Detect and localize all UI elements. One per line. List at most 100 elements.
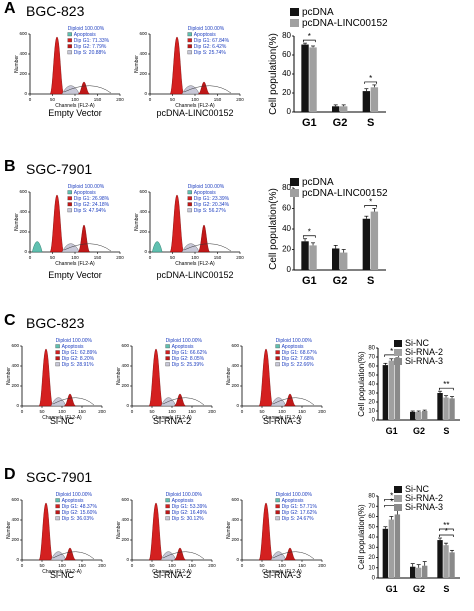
legend-label: Si-NC [405,484,429,494]
legend-entry: Dip G1: 67.84% [194,38,230,44]
x-tick-label: 100 [191,255,199,260]
fit-curve [272,551,315,560]
legend-swatch [394,349,402,356]
g2-peak [77,224,91,253]
y-tick-label: 0 [126,557,129,562]
bar-y-tick-label: 70 [368,504,375,510]
y-tick-label: 600 [19,189,27,194]
apoptosis-peak [31,241,43,253]
fit-curve [162,397,205,406]
bar-si-rna-3-s [449,552,455,578]
legend-label: pcDNA-LINC00152 [302,188,388,199]
bar-y-tick-label: 0 [287,107,292,116]
x-tick-label: 100 [58,563,66,568]
g1-peak [49,36,65,95]
histogram-plot: 0 200 400 600 Number 0 50 100 150 200 Channels (FL… [226,492,326,580]
y-tick-label: 0 [144,91,147,96]
x-tick-label: 50 [149,409,155,414]
y-tick-label: 400 [121,363,129,368]
x-tick-label: 50 [149,563,155,568]
legend-label: Si-RNA-3 [405,502,443,512]
bar-y-tick-label: 20 [282,245,291,254]
g2-peak [283,393,297,407]
legend-swatch [67,32,72,37]
legend-entry: Dip S: 22.66% [282,362,315,368]
bar-category-label: G1 [302,275,317,287]
y-tick-label: 0 [126,403,129,408]
x-axis-label: Channels (FL2-A) [175,261,215,267]
histogram-plot: 0 200 400 600 Number 0 50 100 150 200 Channels (FL… [116,492,216,580]
bar-y-tick-label: 60 [282,50,291,59]
bar-y-tick-label: 30 [368,391,375,397]
legend-swatch [165,356,170,361]
legend-swatch [394,340,402,347]
fit-curve [183,85,232,94]
legend-entry: Dip G1: 68.67% [282,350,318,356]
x-tick-label: 200 [98,409,106,414]
legend-swatch [275,350,280,355]
legend-swatch [67,202,72,207]
y-tick-label: 200 [139,229,147,234]
bar-pcdna-g1 [301,44,309,112]
histogram-si-nc: 0 200 400 600 Number 0 50 100 150 200 Channels (FL… [6,492,326,580]
histogram-plot: 0 200 400 600 Number 0 50 100 150 200 Channels (FL… [6,338,106,426]
y-tick-label: 200 [19,229,27,234]
x-tick-label: 100 [71,255,79,260]
significance-marker: * [369,74,372,83]
x-tick-label: 150 [94,97,102,102]
legend-swatch [394,495,402,502]
bar-y-tick-label: 20 [282,88,291,97]
bar-y-tick-label: 10 [368,565,375,571]
x-tick-label: 150 [214,255,222,260]
x-tick-label: 0 [241,409,244,414]
fit-curve [162,551,205,560]
legend-entry: Dip S: 28.91% [62,362,95,368]
bar-pcdna-linc00152-s [370,211,379,270]
g2-peak [173,547,187,561]
bar-y-tick-label: 0 [372,418,376,424]
bar-pcdna-g2 [332,106,340,112]
significance-bracket [364,205,378,208]
legend-swatch [187,32,192,37]
y-axis-label: Number [134,213,140,231]
bar-pcdna-linc00152-s [370,87,379,112]
panel-a: A BGC-823 0 200 400 600 Number 0 50 100 150 200 Ch… [0,0,474,152]
legend-swatch [187,50,192,55]
legend-entry: Dip G2: 8.05% [172,356,205,362]
histogram-caption: Si-RNA-3 [263,416,301,426]
fit-curve [52,397,95,406]
bar-si-rna-3-s [449,398,455,420]
legend-swatch [55,362,60,367]
g1-peak [38,348,54,407]
y-tick-label: 400 [231,363,239,368]
legend-entry: Dip S: 30.12% [172,516,205,522]
legend-swatch [275,516,280,521]
g2-peak [63,547,77,561]
legend-entry: Diploid 100.00% [188,26,225,32]
bar-y-tick-label: 0 [372,576,376,582]
panel-c: C BGC-823 0 200 400 600 Number 0 50 100 150 200 Ch… [0,312,474,458]
significance-marker: * [390,347,393,356]
legend-entry: Dip S: 36.03% [62,516,95,522]
y-tick-label: 0 [236,403,239,408]
bar-y-tick-label: 10 [368,409,375,415]
y-tick-label: 400 [19,51,27,56]
x-tick-label: 50 [259,409,265,414]
legend-entry: Dip G1: 23.39% [194,196,230,202]
bar-y-tick-label: 40 [368,382,375,388]
legend-entry: Dip G1: 62.89% [62,350,98,356]
histogram-plot: 0 200 400 600 Number 0 50 100 150 200 Channels (FL… [6,492,106,580]
x-tick-label: 0 [131,563,134,568]
histogram-caption: Si-RNA-2 [153,570,191,580]
legend-entry: Dip G2: 6.42% [194,44,227,50]
g2-peak [63,393,77,407]
x-tick-label: 50 [170,97,176,102]
legend-swatch [275,498,280,503]
g2-peak [77,81,91,95]
y-tick-label: 200 [19,71,27,76]
legend-swatch [275,504,280,509]
legend-entry: Apoptosis [62,498,84,504]
x-axis-label: Channels (FL2-A) [55,103,95,109]
